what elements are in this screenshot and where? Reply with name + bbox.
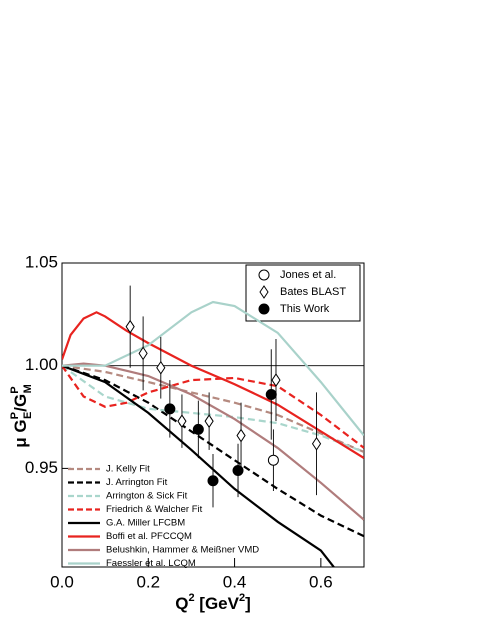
- y-label-part: /G: [11, 394, 30, 412]
- y-label-part: E: [22, 412, 34, 419]
- legend-label: Friedrich & Walcher Fit: [106, 504, 203, 515]
- curve: [62, 364, 364, 454]
- plot-frame: [61, 262, 365, 568]
- y-label-part: M: [22, 384, 34, 393]
- legend-label: Boffi et al. PFCCQM: [106, 531, 192, 542]
- legend-label: J. Arrington Fit: [106, 477, 168, 488]
- data-point: [164, 403, 176, 415]
- data-point: [192, 423, 204, 435]
- y-label-part: μ G: [11, 419, 30, 447]
- legend-label: J. Kelly Fit: [106, 464, 150, 475]
- x-axis-label: Q2 [GeV2]: [175, 592, 251, 614]
- data-point: [125, 319, 135, 334]
- data-point: [207, 475, 219, 487]
- x-tick-label: 0.2: [136, 572, 160, 591]
- legend-label: Jones et al.: [280, 269, 336, 281]
- data-point: [267, 454, 279, 466]
- legend-label: G.A. Miller LFCBM: [106, 518, 185, 529]
- x-label-part: [GeV: [195, 594, 240, 613]
- curve: [62, 365, 364, 449]
- legend-label: Belushkin, Hammer & Meißner VMD: [106, 545, 259, 556]
- y-tick-label: 0.95: [25, 458, 58, 477]
- data-point: [311, 436, 322, 451]
- data-point: [271, 373, 281, 387]
- x-label-part: ]: [245, 594, 251, 613]
- legend-label: This Work: [280, 303, 330, 315]
- data-point: [204, 414, 214, 429]
- x-tick-label: 0.4: [223, 572, 247, 591]
- legend-label: Bates BLAST: [280, 286, 346, 298]
- data-point: [232, 464, 244, 476]
- legend-marker: [258, 303, 270, 315]
- curve: [62, 364, 364, 454]
- x-label-part: 2: [239, 592, 245, 604]
- data-point: [236, 428, 246, 443]
- x-tick-label: 0.6: [309, 572, 333, 591]
- y-tick-label: 1.05: [25, 252, 58, 271]
- y-tick-label: 1.00: [25, 355, 58, 374]
- legend-marker: [258, 269, 270, 281]
- curve: [62, 362, 364, 521]
- curve: [62, 311, 364, 460]
- x-label-part: Q: [175, 594, 188, 613]
- legend-label: Faessler et al. LCQM: [106, 558, 196, 569]
- legend-label: Arrington & Sick Fit: [106, 491, 188, 502]
- data-point: [156, 360, 166, 375]
- data-point: [177, 414, 187, 429]
- y-label-part: P: [9, 386, 21, 393]
- curve: [62, 364, 364, 538]
- data-point: [265, 388, 277, 400]
- y-axis-label: μ GPE/GPM: [9, 384, 34, 448]
- y-label-part: P: [9, 412, 21, 419]
- x-tick-label: 0.0: [50, 572, 74, 591]
- x-label-part: 2: [188, 592, 194, 604]
- legend-marker: [259, 285, 269, 299]
- data-point: [138, 346, 148, 361]
- curve: [62, 300, 364, 437]
